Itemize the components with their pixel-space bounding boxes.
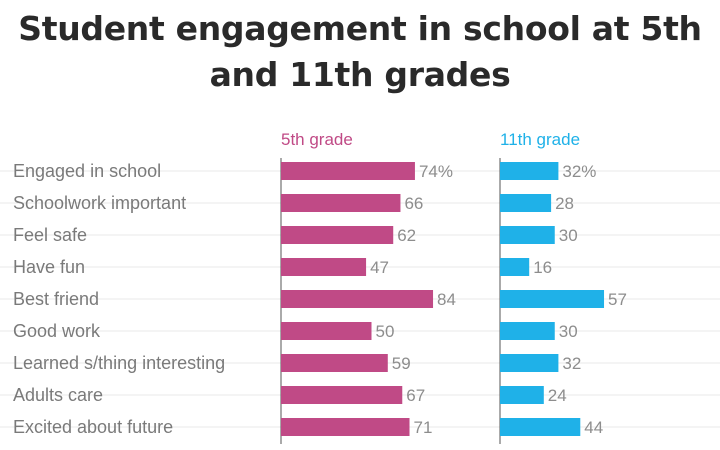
category-label: Schoolwork important — [13, 193, 186, 213]
category-label: Best friend — [13, 289, 99, 309]
data-label: 24 — [548, 386, 567, 405]
data-label: 47 — [370, 258, 389, 277]
legend-label: 5th grade — [281, 130, 353, 149]
bar — [281, 226, 394, 244]
bar — [281, 322, 372, 340]
category-label: Feel safe — [13, 225, 87, 245]
data-label: 16 — [533, 258, 552, 277]
bar — [500, 322, 555, 340]
category-label: Good work — [13, 321, 101, 341]
data-label: 62 — [397, 226, 416, 245]
data-label: 32% — [562, 162, 596, 181]
bar — [500, 418, 581, 436]
bar — [500, 386, 544, 404]
data-label: 67 — [406, 386, 425, 405]
legend-label: 11th grade — [500, 130, 580, 149]
data-label: 28 — [555, 194, 574, 213]
category-label: Have fun — [13, 257, 85, 277]
data-label: 30 — [559, 322, 578, 341]
data-label: 44 — [584, 418, 603, 437]
bar — [281, 162, 415, 180]
bar — [281, 418, 410, 436]
category-label: Excited about future — [13, 417, 173, 437]
chart-title: Student engagement in school at 5th and … — [18, 9, 702, 94]
bar — [500, 194, 552, 212]
data-label: 50 — [376, 322, 395, 341]
bar — [281, 290, 434, 308]
bar — [500, 258, 530, 276]
bar — [500, 226, 555, 244]
data-label: 71 — [414, 418, 433, 437]
bar — [281, 194, 401, 212]
bar — [281, 386, 403, 404]
category-label: Engaged in school — [13, 161, 161, 181]
bar — [500, 162, 559, 180]
data-label: 57 — [608, 290, 627, 309]
bar — [281, 354, 388, 372]
category-label: Adults care — [13, 385, 103, 405]
data-label: 59 — [392, 354, 411, 373]
data-label: 32 — [562, 354, 581, 373]
bar — [500, 290, 605, 308]
data-label: 84 — [437, 290, 456, 309]
data-label: 30 — [559, 226, 578, 245]
data-label: 74% — [419, 162, 453, 181]
bar — [500, 354, 559, 372]
data-label: 66 — [404, 194, 423, 213]
bar — [281, 258, 367, 276]
category-label: Learned s/thing interesting — [13, 353, 225, 373]
